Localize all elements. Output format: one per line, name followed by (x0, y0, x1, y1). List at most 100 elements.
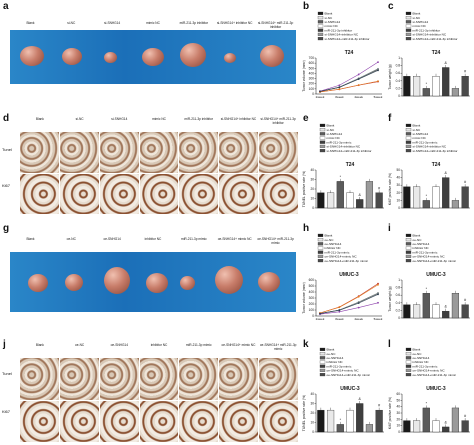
bar-k-4 (356, 403, 364, 433)
x-tick-label-b-2: 4week (354, 95, 363, 99)
y-tick-label-f-5: 50 (396, 168, 400, 172)
label-a-2: si-SNHG14 (104, 21, 121, 25)
bar-f-0 (403, 186, 411, 209)
legend-swatch-e-3 (319, 136, 326, 140)
legend-label-c-5: si-SNHG14+inhibitor NC (413, 33, 447, 37)
legend-swatch-l-1 (405, 352, 412, 356)
label-d-4: miR-211-3p inhibitor (184, 117, 213, 121)
legend-label-c-0: Blank (413, 12, 421, 16)
legend-swatch-i-0 (405, 233, 412, 237)
micrograph (20, 173, 59, 214)
x-tick-label-b-1: 3week (335, 95, 344, 99)
chart-title-b: T24 (345, 50, 354, 56)
y-axis-label-l: Ki67 positive rate (%) (388, 397, 392, 429)
chart-c-tumor-weight-bar: 0 0.2 0.4 0.6 0.8 1 Tumor weight (g) T24 * & # Blan… (388, 11, 470, 98)
chart-k-tunel-bar: 0 10 20 30 40 TUNEL positive rate (%) UMUC-3 * &… (302, 348, 384, 434)
legend-swatch-e-4 (319, 140, 326, 144)
bar-i-3 (432, 304, 440, 319)
y-tick-label-b-1: 100 (309, 87, 315, 91)
y-axis-label-h: Tumor volume (mm³) (302, 282, 306, 314)
legend-swatch-i-2 (405, 242, 412, 246)
chart-e-tunel-bar: 0 10 20 30 40 TUNEL positive rate (%) T24 * & # Bl… (302, 124, 384, 210)
bar-i-1 (412, 304, 421, 319)
y-axis-label-f: Ki67 positive rate (%) (388, 173, 392, 205)
legend-label-e-4: miR-211-3p mimic (327, 140, 352, 144)
legend-swatch-f-2 (405, 132, 412, 136)
bar-f-1 (412, 186, 421, 209)
bar-e-1 (326, 192, 335, 209)
legend-label-e-2: si-SNHG14 (327, 132, 343, 136)
legend-swatch-b-5 (317, 32, 324, 36)
data-point-b-5-1 (338, 88, 341, 91)
legend-label-c-1: si-NC (413, 16, 421, 20)
bar-f-5 (451, 200, 460, 209)
y-tick-label-c-5: 1 (398, 56, 400, 60)
data-point-h-5-1 (338, 306, 341, 309)
micrograph (99, 173, 139, 214)
bar-f-3 (432, 186, 440, 209)
y-tick-label-k-4: 40 (310, 392, 314, 396)
legend-swatch-k-6 (319, 373, 326, 377)
data-point-b-6-3 (377, 69, 379, 72)
y-tick-label-h-4: 400 (309, 290, 315, 294)
legend-swatch-h-2 (317, 242, 324, 246)
bar-c-0 (403, 76, 411, 97)
legend-swatch-k-4 (319, 364, 326, 368)
y-tick-label-e-1: 10 (310, 197, 314, 201)
legend-label-f-6: si-SNHG14+miR-211-3p inhibitor (413, 149, 458, 153)
label-j-1: oe-NC (74, 343, 85, 347)
label-d-1: si-NC (75, 117, 84, 121)
panel-letter-i: i (388, 223, 391, 234)
label-g-2: oe-SNHG14 (103, 237, 121, 241)
y-tick-label-l-4: 40 (396, 405, 400, 409)
data-point-h-4-1 (338, 310, 341, 313)
legend-swatch-c-6 (405, 37, 412, 41)
panel-letter-d: d (3, 113, 10, 124)
micrograph-grid-d (20, 132, 298, 214)
y-tick-label-c-0: 0 (398, 94, 400, 98)
label-j-0: Blank (35, 343, 44, 347)
legend-swatch-h-1 (317, 238, 324, 242)
bar-k-5 (365, 424, 374, 433)
label-d-2: si-SNHG14 (111, 117, 128, 121)
bar-l-4 (442, 426, 450, 433)
micrograph (259, 358, 298, 400)
legend-swatch-c-5 (405, 32, 412, 36)
legend-swatch-i-3 (405, 246, 412, 250)
sig-mark-i-4: & (445, 305, 448, 309)
legend-label-h-0: Blank (325, 234, 333, 238)
label-a-6: si-SNHG14+ miR-211-3p inhibitor (257, 21, 294, 29)
micrograph (219, 400, 259, 442)
legend-swatch-c-4 (405, 28, 412, 32)
legend-swatch-c-0 (405, 11, 412, 15)
legend-label-k-3: inhibitor NC (327, 360, 344, 364)
legend-label-c-3: mimic NC (413, 24, 427, 28)
legend-label-h-6: oe-SNHG14+miR-211-3p mimic (325, 259, 369, 263)
bar-i-4 (442, 310, 450, 319)
micrograph (99, 358, 139, 400)
legend-label-h-4: miR-211-3p mimic (325, 250, 350, 254)
micrograph (59, 400, 99, 442)
label-g-3: inhibitor NC (144, 237, 162, 241)
label-a-3: mimic NC (146, 21, 160, 25)
y-tick-label-f-4: 40 (396, 176, 400, 180)
legend-label-l-3: inhibitor NC (413, 360, 430, 364)
chart-f-ki67-bar: 0 10 20 30 40 50 Ki67 positive rate (%) T24 * & # B… (388, 124, 470, 210)
legend-label-f-1: si-NC (413, 128, 421, 132)
panel-letter-e: e (303, 113, 309, 124)
legend-swatch-k-3 (319, 360, 326, 364)
bar-k-0 (317, 409, 325, 433)
bar-e-6 (375, 192, 383, 209)
data-point-b-4-3 (377, 61, 379, 64)
legend-swatch-k-1 (319, 352, 326, 356)
y-tick-label-k-1: 10 (310, 421, 314, 425)
sig-mark-c-4: & (445, 61, 448, 65)
series-line-b-6 (319, 70, 379, 92)
legend-swatch-l-5 (405, 368, 412, 372)
bar-e-4 (356, 199, 364, 209)
chart-title-c: T24 (432, 50, 441, 56)
bar-i-6 (461, 304, 469, 319)
micrograph (20, 358, 59, 400)
sig-mark-k-4: & (359, 397, 362, 401)
